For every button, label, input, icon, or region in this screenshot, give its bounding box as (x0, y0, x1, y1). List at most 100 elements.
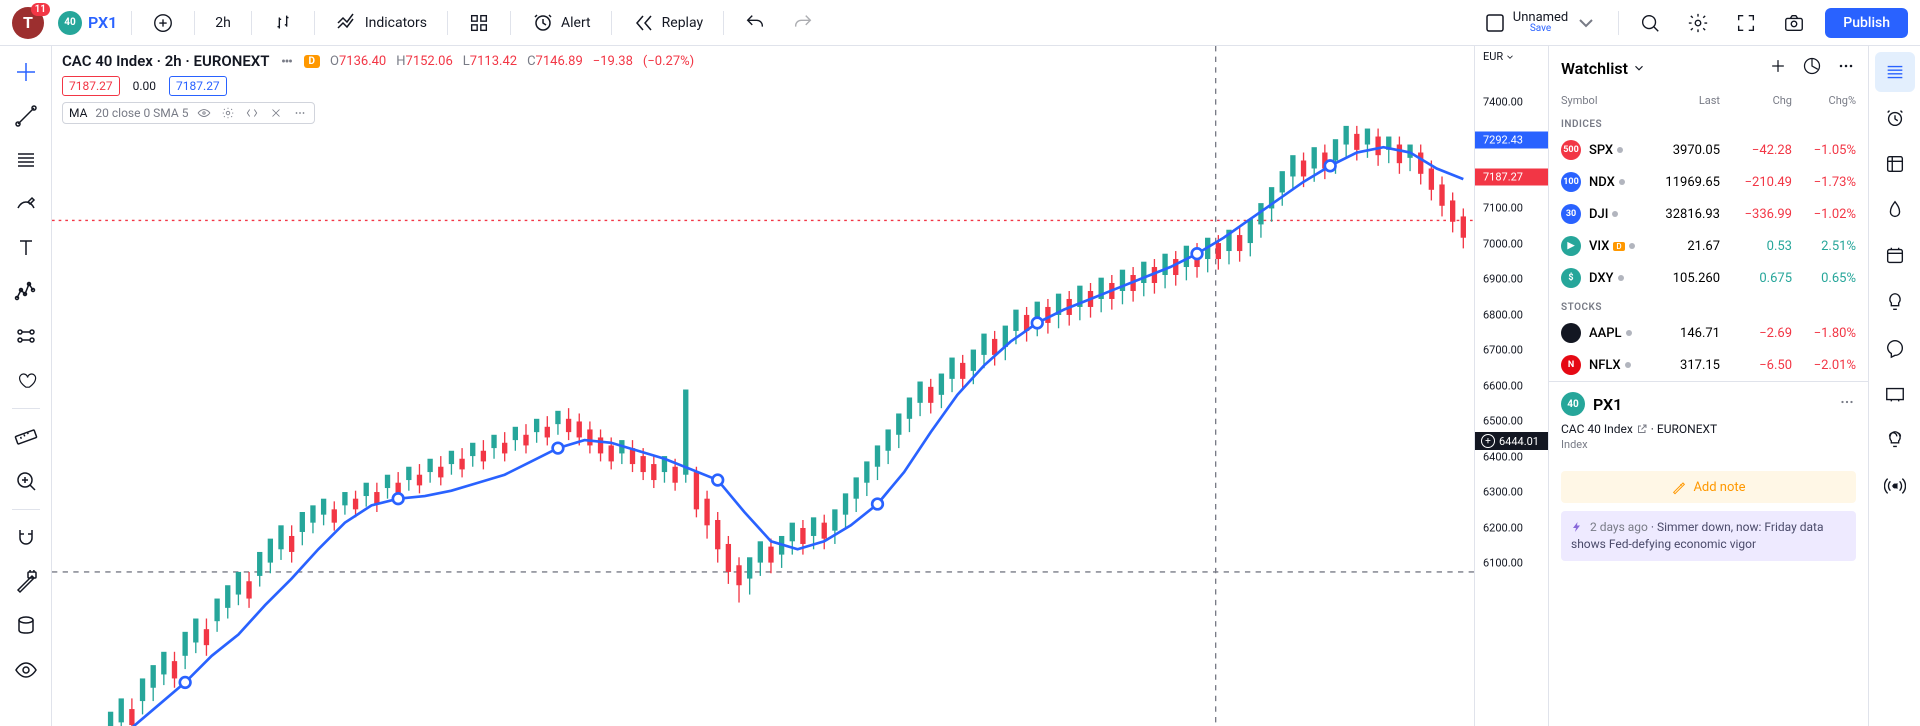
indicator-legend[interactable]: MA 20 close 0 SMA 5 (62, 102, 315, 124)
axis-tick: 7100.00 (1483, 202, 1523, 215)
last-cell: 11969.65 (1651, 175, 1720, 190)
layout-selector[interactable]: Unnamed Save (1477, 7, 1605, 39)
price-label: 7292.43 (1475, 132, 1548, 149)
axis-tick: 6800.00 (1483, 309, 1523, 322)
symbol-selector[interactable]: 40 PX1 (58, 11, 117, 35)
add-note-button[interactable]: Add note (1561, 471, 1856, 503)
pie-icon[interactable] (1802, 56, 1822, 80)
watchlist-columns: Symbol Last Chg Chg% (1549, 90, 1868, 111)
watchlist-row[interactable]: 30 DJI 32816.93 −336.99 −1.02% (1549, 198, 1868, 230)
more-icon[interactable] (1836, 56, 1856, 80)
axis-tick: 6100.00 (1483, 557, 1523, 570)
symbol-cell: SPX (1589, 143, 1651, 158)
templates-button[interactable] (462, 6, 496, 40)
external-link-icon[interactable] (1636, 423, 1648, 435)
bid-ask-display: 7187.27 0.00 7187.27 (62, 76, 694, 96)
snapshot-button[interactable] (1777, 6, 1811, 40)
news-rail-button[interactable] (1875, 236, 1915, 276)
watchlist-row[interactable]: 100 NDX 11969.65 −210.49 −1.73% (1549, 166, 1868, 198)
watchlist-rail-button[interactable] (1875, 52, 1915, 92)
add-symbol-icon[interactable] (1768, 56, 1788, 80)
symbol-icon: ▶ (1561, 236, 1581, 256)
layout-save-link[interactable]: Save (1530, 24, 1551, 34)
watchlist-row[interactable]: ▶ VIXD 21.67 0.53 2.51% (1549, 230, 1868, 262)
axis-tick: 6200.00 (1483, 522, 1523, 535)
fib-tool[interactable] (6, 140, 46, 180)
symbol-cell: NFLX (1589, 358, 1651, 373)
watchlist-row[interactable]: AAPL 146.71 −2.69 −1.80% (1549, 317, 1868, 349)
zoom-tool[interactable] (6, 461, 46, 501)
chg-cell: −2.69 (1720, 326, 1792, 341)
interval-selector[interactable]: 2h (209, 11, 237, 35)
magnet-tool[interactable] (6, 518, 46, 558)
stream-rail-button[interactable] (1875, 374, 1915, 414)
delay-badge: D (304, 55, 321, 68)
ideas2-rail-button[interactable] (1875, 420, 1915, 460)
chevron-down-icon[interactable] (280, 54, 294, 68)
notification-badge: 11 (31, 3, 50, 16)
axis-tick: 6600.00 (1483, 380, 1523, 393)
watchlist-row[interactable]: $ DXY 105.260 0.675 0.65% (1549, 262, 1868, 294)
alert-button[interactable]: Alert (525, 7, 597, 39)
symbol-icon: $ (1561, 268, 1581, 288)
calendar-rail-button[interactable] (1875, 190, 1915, 230)
symbol-icon: N (1561, 355, 1581, 375)
watchlist-row[interactable]: N NFLX 317.15 −6.50 −2.01% (1549, 349, 1868, 381)
gear-icon[interactable] (220, 105, 236, 121)
eye-icon[interactable] (196, 105, 212, 121)
chart-svg (52, 46, 1474, 726)
selected-symbol[interactable]: PX1 (1593, 395, 1622, 414)
settings-button[interactable] (1681, 6, 1715, 40)
chat-rail-button[interactable] (1875, 328, 1915, 368)
bid-chip: 7187.27 (62, 76, 120, 96)
symbol-cell: AAPL (1589, 326, 1651, 341)
undo-button[interactable] (738, 6, 772, 40)
pattern-tool[interactable] (6, 272, 46, 312)
watchlist-title[interactable]: Watchlist (1561, 59, 1646, 78)
price-label: 7187.27 (1475, 169, 1548, 186)
replay-button[interactable]: Replay (626, 7, 709, 39)
price-axis[interactable]: EUR 7400.007187.277292.437100.007000.006… (1474, 46, 1548, 726)
close-icon[interactable] (268, 105, 284, 121)
indicators-button[interactable]: Indicators (329, 7, 433, 39)
selected-chip-icon: 40 (1561, 392, 1585, 416)
price-label: +6444.01 (1475, 432, 1548, 450)
symbol-cell: VIXD (1589, 239, 1651, 254)
hotlists-rail-button[interactable] (1875, 144, 1915, 184)
news-item[interactable]: 2 days ago · Simmer down, now: Friday da… (1561, 511, 1856, 561)
alerts-rail-button[interactable] (1875, 98, 1915, 138)
chart-style-button[interactable] (266, 6, 300, 40)
redo-button[interactable] (786, 6, 820, 40)
ideas-rail-button[interactable] (1875, 282, 1915, 322)
prediction-tool[interactable] (6, 316, 46, 356)
source-icon[interactable] (244, 105, 260, 121)
watchlist-section-header: INDICES (1549, 111, 1868, 134)
brush-tool[interactable] (6, 184, 46, 224)
more-icon[interactable] (1838, 393, 1856, 415)
favorite-tool[interactable] (6, 360, 46, 400)
hide-tool[interactable] (6, 650, 46, 690)
currency-label[interactable]: EUR (1483, 50, 1515, 63)
chart-canvas[interactable]: CAC 40 Index · 2h · EURONEXT D O7136.40 … (52, 46, 1474, 726)
publish-button[interactable]: Publish (1825, 8, 1908, 38)
add-symbol-button[interactable] (146, 6, 180, 40)
chart-title[interactable]: CAC 40 Index · 2h · EURONEXT (62, 52, 270, 70)
top-toolbar: T 11 40 PX1 2h Indicators Alert (0, 0, 1920, 46)
lock-tool[interactable] (6, 562, 46, 602)
text-tool[interactable] (6, 228, 46, 268)
user-avatar[interactable]: T 11 (12, 7, 44, 39)
fullscreen-button[interactable] (1729, 6, 1763, 40)
axis-tick: 7400.00 (1483, 96, 1523, 109)
last-cell: 146.71 (1651, 326, 1720, 341)
broadcast-rail-button[interactable] (1875, 466, 1915, 506)
chg-cell: −336.99 (1720, 207, 1792, 222)
search-button[interactable] (1633, 6, 1667, 40)
ruler-tool[interactable] (6, 417, 46, 457)
trendline-tool[interactable] (6, 96, 46, 136)
right-rail (1868, 46, 1920, 726)
watchlist-row[interactable]: 500 SPX 3970.05 −42.28 −1.05% (1549, 134, 1868, 166)
axis-tick: 6400.00 (1483, 451, 1523, 464)
more-icon[interactable] (292, 105, 308, 121)
trash-tool[interactable] (6, 606, 46, 646)
cursor-tool[interactable] (6, 52, 46, 92)
